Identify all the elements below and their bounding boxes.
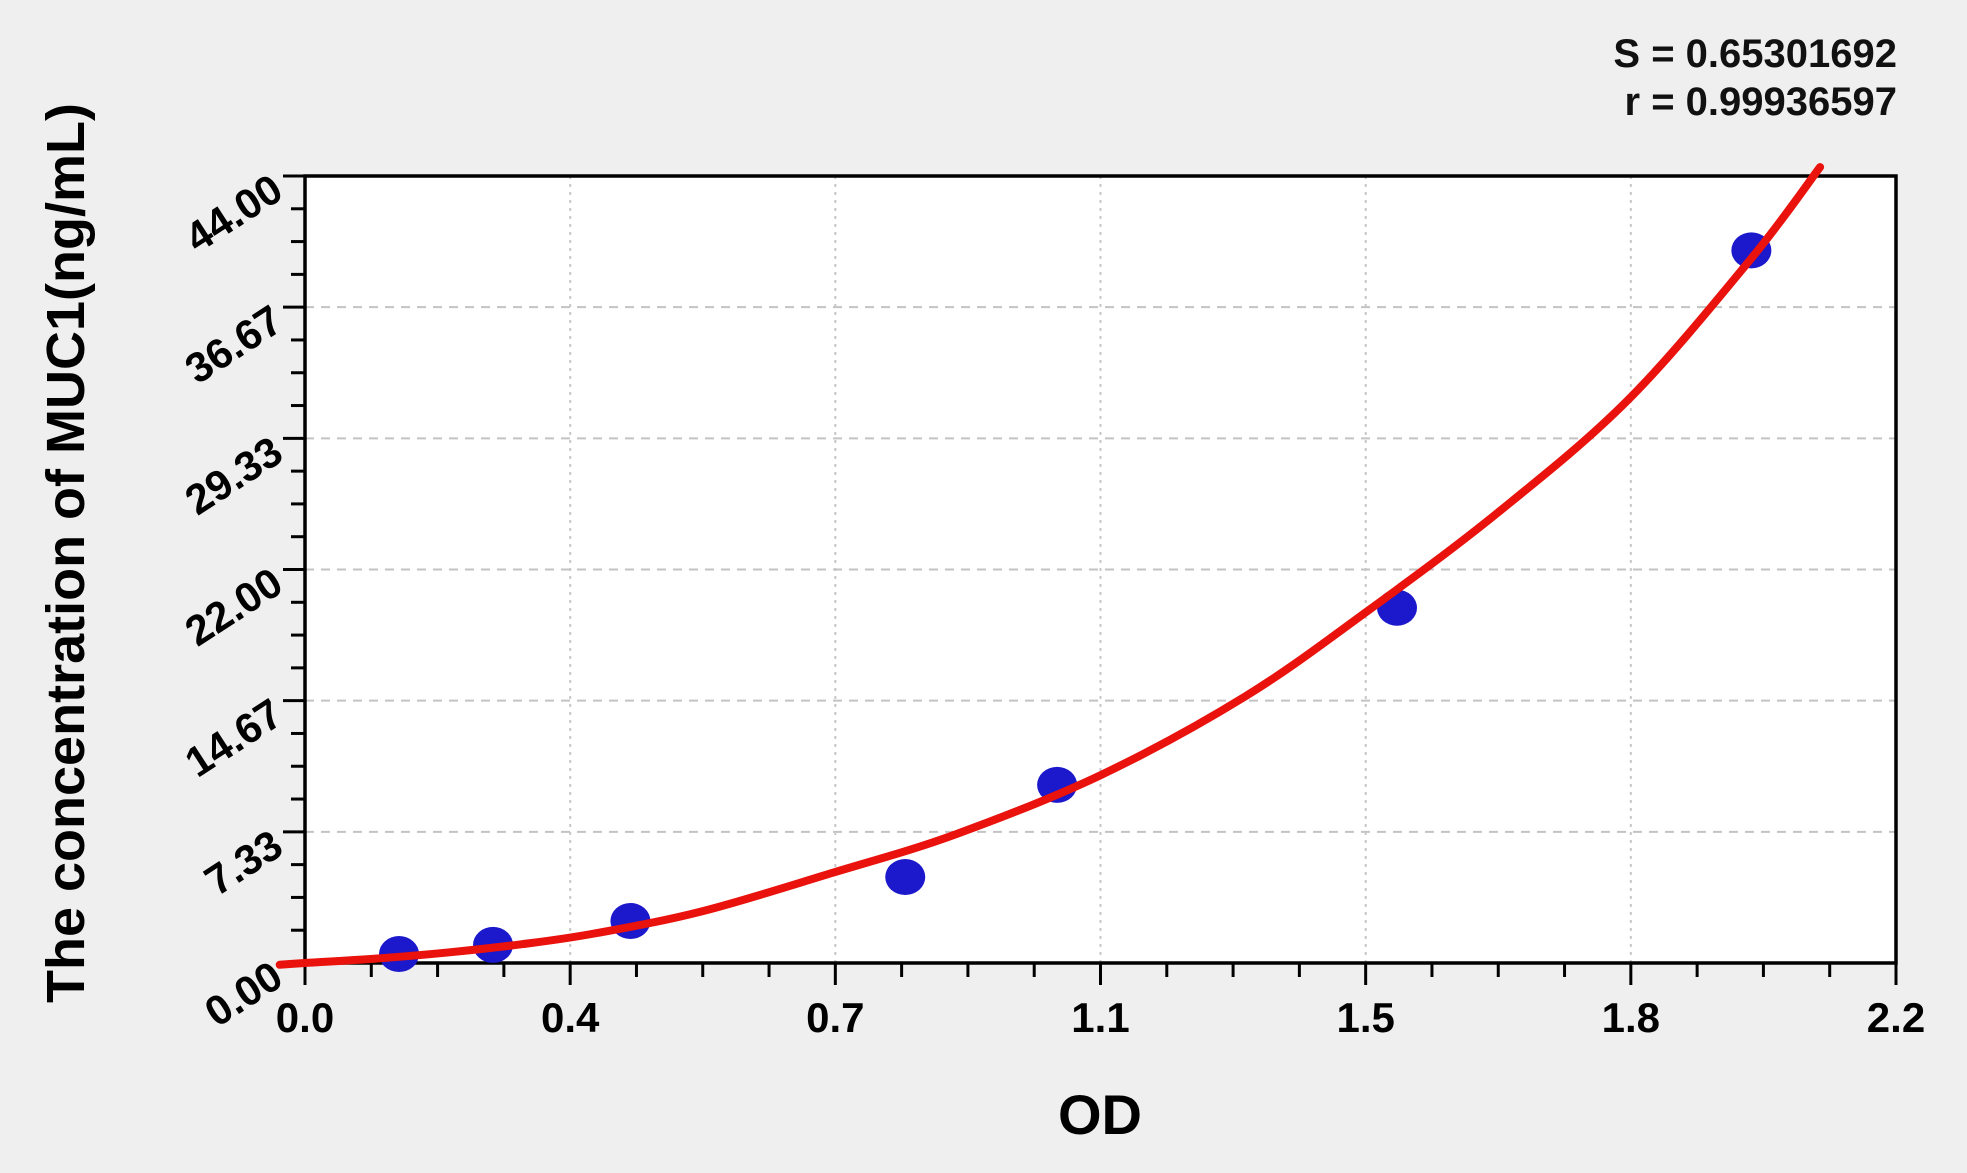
- x-axis-title: OD: [1058, 1083, 1142, 1146]
- fitted-curve: [275, 163, 1825, 969]
- y-tick-label: 14.67: [177, 689, 291, 786]
- plot-border: [303, 174, 1898, 965]
- fit-r-value: r = 0.99936597: [1624, 80, 1897, 124]
- y-tick-label: 29.33: [177, 427, 291, 524]
- y-tick-label: 44.00: [177, 165, 291, 262]
- fit-statistics: S = 0.65301692 r = 0.99936597: [1613, 30, 1897, 126]
- x-tick-label: 1.5: [1336, 994, 1394, 1041]
- x-tick-label: 0.0: [276, 994, 334, 1041]
- fit-s-value: S = 0.65301692: [1613, 32, 1897, 76]
- x-tick-label: 2.2: [1867, 994, 1925, 1041]
- y-tick-label: 22.00: [177, 558, 291, 655]
- data-point: [885, 858, 926, 895]
- x-tick-label: 1.8: [1602, 994, 1660, 1041]
- y-tick-label: 7.33: [196, 821, 290, 905]
- y-tick-label: 36.67: [177, 296, 291, 393]
- x-tick-label: 1.1: [1071, 994, 1129, 1041]
- x-tick-label: 0.7: [806, 994, 864, 1041]
- x-tick-label: 0.4: [541, 994, 600, 1041]
